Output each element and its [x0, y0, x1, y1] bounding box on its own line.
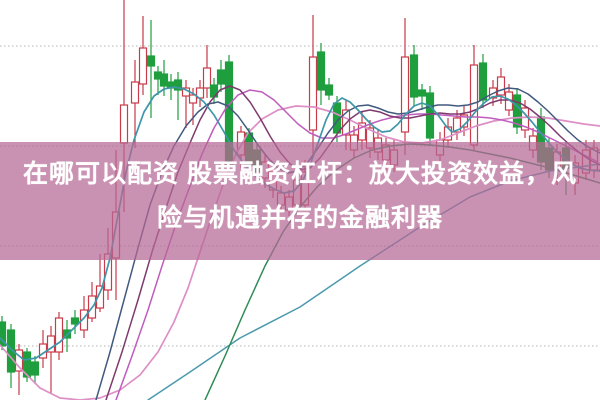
- ma-long-pink: [0, 105, 600, 400]
- headline-line-2: 险与机遇并存的金融利器: [156, 204, 443, 232]
- ma-dark-purple: [105, 85, 600, 400]
- ma-navy: [95, 87, 600, 400]
- headline-text: 在哪可以配资 股票融资杠杆：放大投资效益，风 险与机遇并存的金融利器: [0, 152, 600, 240]
- ma-orchid: [115, 89, 599, 400]
- headline-overlay: 在哪可以配资 股票融资杠杆：放大投资效益，风 险与机遇并存的金融利器: [0, 142, 600, 260]
- headline-line-1: 在哪可以配资 股票融资杠杆：放大投资效益，风: [23, 160, 577, 188]
